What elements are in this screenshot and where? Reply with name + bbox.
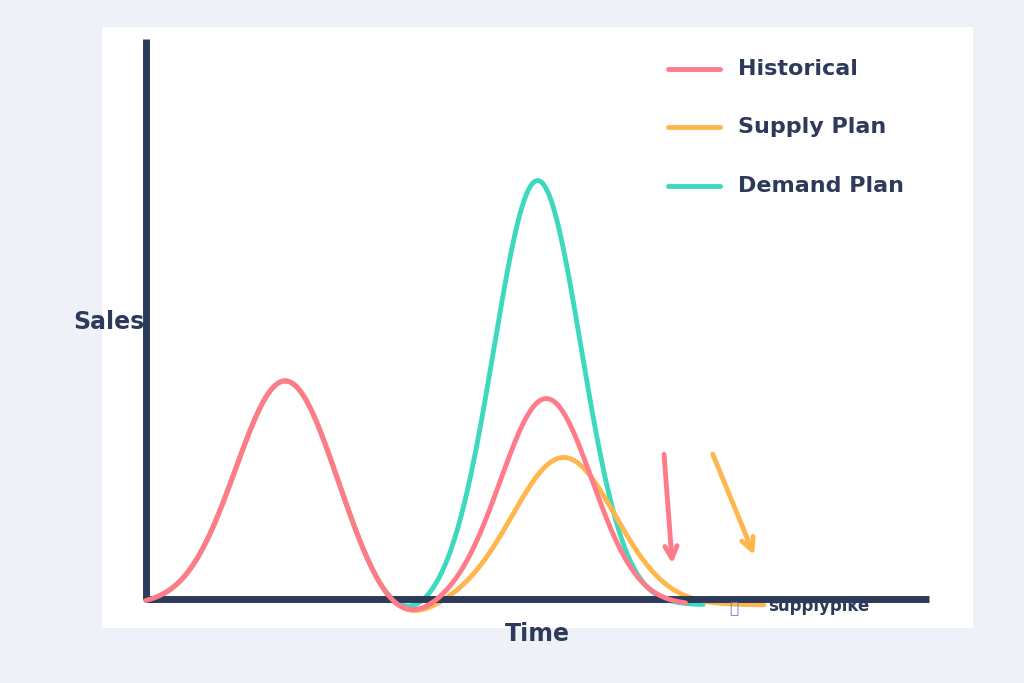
Text: 🌀: 🌀 — [729, 602, 738, 617]
Text: Demand Plan: Demand Plan — [737, 176, 904, 197]
Text: Historical: Historical — [737, 59, 858, 79]
Text: supplypike: supplypike — [768, 598, 869, 615]
Text: Supply Plan: Supply Plan — [737, 117, 886, 137]
Text: Time: Time — [505, 622, 570, 647]
Text: Sales: Sales — [74, 310, 145, 334]
